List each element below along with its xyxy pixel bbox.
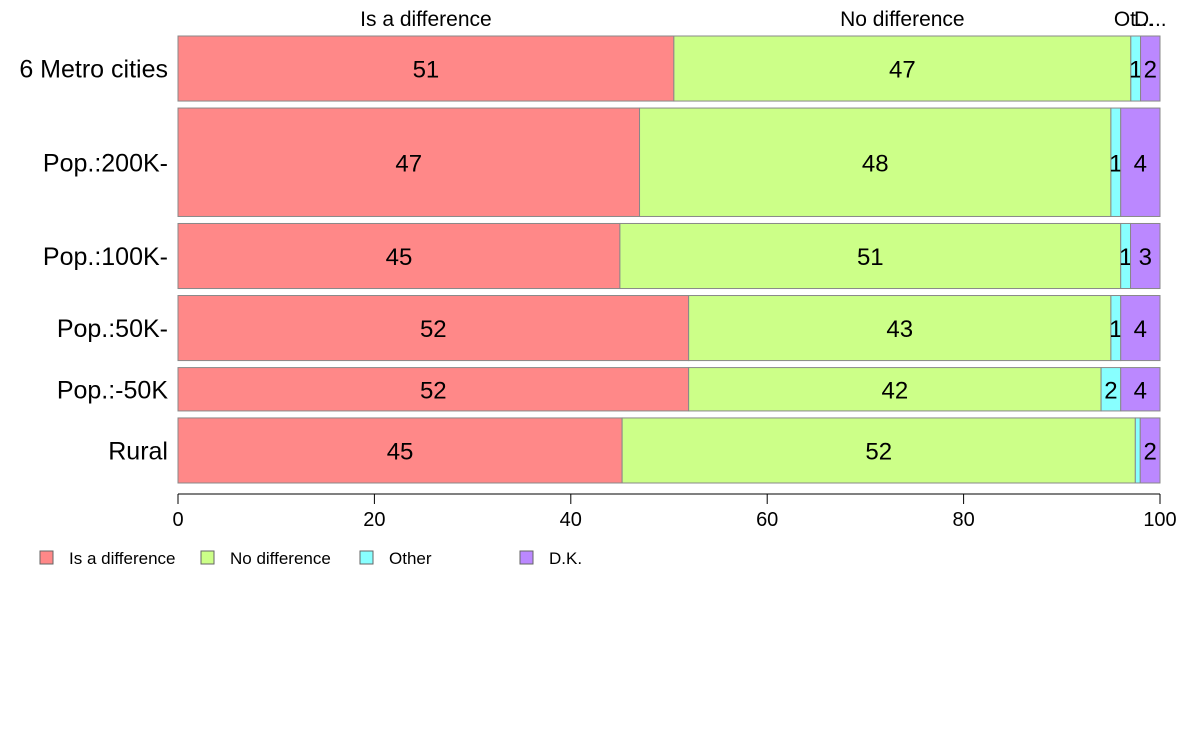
bar-pop-50k-no-difference bbox=[688, 295, 1112, 362]
bar-pop-50k-d-k bbox=[1120, 295, 1161, 362]
data-label-pop-50k-is-a-difference: 52 bbox=[420, 377, 447, 404]
x-tick-label-80: 80 bbox=[952, 509, 974, 531]
bar-rural-no-difference bbox=[621, 417, 1136, 484]
bar-6-metro-cities-d-k bbox=[1140, 35, 1161, 102]
bar-rural-other bbox=[1134, 417, 1141, 484]
data-label-pop-50k-d-k: 4 bbox=[1134, 316, 1147, 343]
x-tick-label-60: 60 bbox=[756, 509, 778, 531]
top-label-d-k: D... bbox=[1134, 8, 1167, 31]
x-tick-label-100: 100 bbox=[1143, 509, 1176, 531]
category-label-pop-50k: Pop.:50K- bbox=[57, 315, 168, 343]
data-label-pop-200k-is-a-difference: 47 bbox=[395, 150, 422, 177]
data-label-rural-is-a-difference: 45 bbox=[387, 438, 414, 465]
category-label-rural: Rural bbox=[108, 437, 168, 465]
data-label-pop-50k-no-difference: 43 bbox=[886, 316, 913, 343]
legend-label-is-a-difference: Is a difference bbox=[69, 549, 175, 568]
x-tick-label-40: 40 bbox=[560, 509, 582, 531]
bar-pop-100k-is-a-difference bbox=[177, 222, 621, 290]
data-label-rural-no-difference: 52 bbox=[865, 438, 892, 465]
data-label-pop-200k-no-difference: 48 bbox=[862, 150, 889, 177]
bar-pop-200k-is-a-difference bbox=[177, 107, 641, 217]
data-label-6-metro-cities-is-a-difference: 51 bbox=[413, 57, 440, 84]
legend-swatch-is-a-difference bbox=[39, 550, 54, 565]
top-label-no-difference: No difference bbox=[840, 8, 965, 31]
data-label-6-metro-cities-no-difference: 47 bbox=[889, 57, 916, 84]
bar-pop-50k-is-a-difference bbox=[177, 295, 690, 362]
data-label-6-metro-cities-other: 1 bbox=[1129, 57, 1142, 84]
category-label-pop-50k: Pop.:-50K bbox=[57, 376, 169, 404]
bar-pop-50k-no-difference bbox=[688, 367, 1102, 412]
bar-pop-200k-d-k bbox=[1120, 107, 1161, 217]
x-tick-label-0: 0 bbox=[172, 509, 183, 531]
x-axis: 0 20 40 60 80 100 bbox=[172, 493, 1177, 531]
legend-label-other: Other bbox=[389, 549, 432, 568]
category-label-pop-200k: Pop.:200K- bbox=[43, 149, 168, 177]
category-label-pop-100k: Pop.:100K- bbox=[43, 243, 168, 271]
data-label-6-metro-cities-d-k: 2 bbox=[1144, 57, 1157, 84]
data-label-pop-50k-d-k: 4 bbox=[1134, 377, 1147, 404]
bar-pop-50k-is-a-difference bbox=[177, 367, 690, 412]
legend-swatch-other bbox=[359, 550, 374, 565]
bar-pop-100k-d-k bbox=[1130, 222, 1161, 290]
legend-label-no-difference: No difference bbox=[230, 549, 331, 568]
legend-swatch-d-k bbox=[519, 550, 534, 565]
category-label-6-metro-cities: 6 Metro cities bbox=[19, 56, 168, 84]
bar-6-metro-cities-no-difference bbox=[673, 35, 1132, 102]
legend-swatch-no-difference bbox=[200, 550, 215, 565]
data-label-pop-50k-other: 2 bbox=[1104, 377, 1117, 404]
data-label-pop-200k-other: 1 bbox=[1109, 150, 1122, 177]
top-label-other: Ot... bbox=[1114, 8, 1154, 31]
data-label-pop-200k-d-k: 4 bbox=[1134, 150, 1147, 177]
bar-pop-50k-d-k bbox=[1120, 367, 1161, 412]
data-label-rural-d-k: 2 bbox=[1143, 438, 1156, 465]
legend-label-d-k: D.K. bbox=[549, 549, 582, 568]
bar-rural-d-k bbox=[1139, 417, 1161, 484]
data-label-pop-50k-other: 1 bbox=[1109, 316, 1122, 343]
legend: Is a difference No difference Other D.K. bbox=[39, 549, 582, 568]
data-label-pop-100k-d-k: 3 bbox=[1139, 244, 1152, 271]
data-label-pop-100k-is-a-difference: 45 bbox=[386, 244, 413, 271]
bar-rural-is-a-difference bbox=[177, 417, 623, 484]
data-label-pop-50k-no-difference: 42 bbox=[882, 377, 909, 404]
bar-pop-100k-no-difference bbox=[619, 222, 1122, 290]
data-label-pop-100k-no-difference: 51 bbox=[857, 244, 884, 271]
top-column-labels: Is a difference No difference Ot...D... bbox=[360, 8, 1166, 31]
data-label-pop-50k-is-a-difference: 52 bbox=[420, 316, 447, 343]
data-label-pop-100k-other: 1 bbox=[1119, 244, 1132, 271]
top-label-is-a-difference: Is a difference bbox=[360, 8, 492, 31]
x-tick-label-20: 20 bbox=[363, 509, 385, 531]
